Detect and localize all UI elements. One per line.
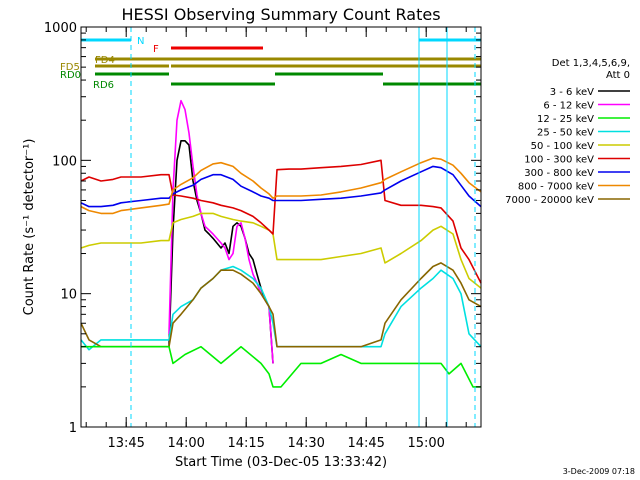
series-line-7	[80, 262, 482, 348]
vertical-markers	[130, 27, 476, 427]
legend-entry-label-1: 6 - 12 keV	[543, 101, 594, 112]
y-tick-label-3: 1000	[44, 21, 77, 36]
y-tick-label-0: 1	[69, 421, 77, 436]
legend-entry-label-4: 50 - 100 keV	[531, 141, 595, 152]
series-line-6	[80, 157, 482, 215]
x-tick-label-1: 14:00	[167, 436, 204, 451]
y-tick-label-1: 10	[60, 288, 77, 303]
footer-timestamp: 3-Dec-2009 07:18	[563, 467, 635, 476]
series-layer	[80, 99, 482, 388]
legend-entry-label-5: 100 - 300 keV	[524, 155, 594, 166]
flag-label-0: N	[137, 36, 144, 47]
x-tick-label-0: 13:45	[107, 436, 144, 451]
flag-label-1: F	[153, 44, 159, 55]
flag-label-3: FD5	[60, 62, 80, 73]
legend-entry-label-6: 300 - 800 keV	[524, 168, 594, 179]
legend-header-line-1: Att 0	[606, 70, 630, 81]
legend-header-line-0: Det 1,3,4,5,6,9,	[552, 58, 630, 69]
flag-label-2: FD4	[95, 55, 115, 66]
series-line-8	[81, 345, 481, 388]
legend-entry-label-2: 12 - 25 keV	[537, 114, 594, 125]
x-tick-label-5: 15:00	[407, 436, 444, 451]
series-line-2	[80, 265, 482, 351]
flag-label-4: RD0	[60, 70, 81, 81]
series-line-3	[80, 212, 482, 289]
plot-frame	[80, 26, 482, 428]
legend-entry-label-3: 25 - 50 keV	[537, 128, 594, 139]
chart-title: HESSI Observing Summary Count Rates	[121, 5, 440, 24]
series-line-5	[80, 165, 482, 208]
x-tick-label-3: 14:30	[287, 436, 324, 451]
x-tick-label-4: 14:45	[347, 436, 384, 451]
legend-entry-label-7: 800 - 7000 keV	[518, 182, 594, 193]
legend: Det 1,3,4,5,6,9,Att 0 3 - 6 keV 6 - 12 keV…	[505, 58, 630, 206]
legend-entry-label-8: 7000 - 20000 keV	[505, 195, 594, 206]
series-line-4	[80, 159, 482, 284]
y-axis-label: Count Rate (s⁻¹ detector⁻¹)	[22, 139, 37, 316]
x-axis-label: Start Time (03-Dec-05 13:33:42)	[175, 455, 387, 470]
x-tick-label-2: 14:15	[227, 436, 264, 451]
axes: 1 10 100 1000 13:45 14:00 14:15 14:30 14:45 15:00	[44, 21, 481, 451]
y-tick-label-2: 100	[52, 154, 77, 169]
flag-label-5: RD6	[93, 80, 114, 91]
legend-entry-label-0: 3 - 6 keV	[550, 87, 594, 98]
